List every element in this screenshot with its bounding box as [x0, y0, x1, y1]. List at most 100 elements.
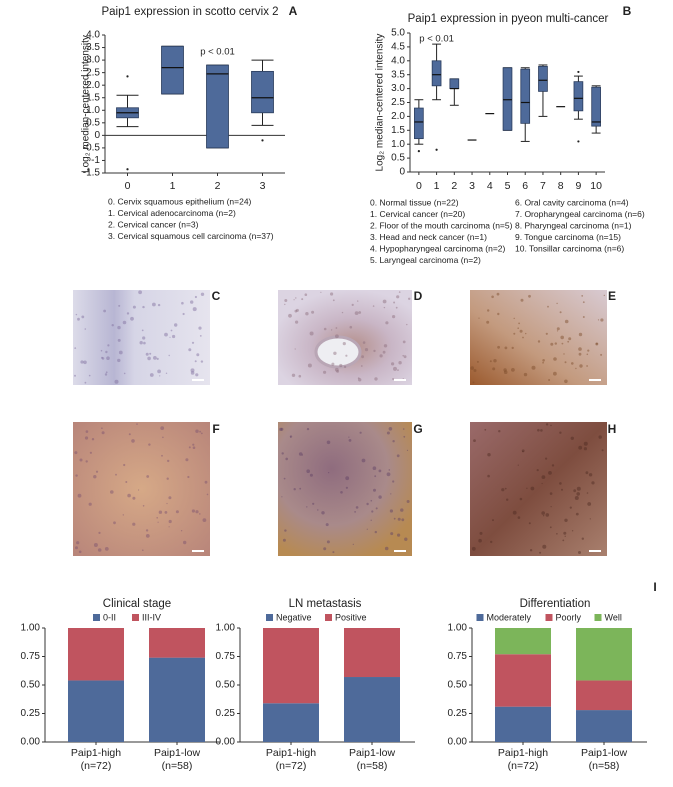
box: [502, 67, 513, 131]
texture: [118, 350, 123, 355]
texture: [392, 378, 395, 380]
panel-label: C: [212, 289, 221, 303]
texture: [93, 543, 98, 547]
x-tick-label: 2: [451, 180, 457, 192]
texture: [574, 496, 579, 500]
texture: [522, 336, 524, 339]
texture: [145, 529, 149, 532]
texture: [113, 521, 116, 525]
texture: [334, 367, 339, 372]
x-tick-note: (n=72): [81, 760, 112, 772]
legend-item: 1. Cervical adenocarcinoma (n=2): [108, 208, 236, 218]
texture: [132, 496, 136, 500]
texture: [519, 497, 523, 501]
texture: [503, 370, 508, 375]
texture: [588, 473, 593, 477]
texture: [521, 449, 525, 453]
texture: [164, 332, 168, 337]
panel-label: F: [212, 422, 219, 436]
texture: [520, 298, 524, 302]
texture: [351, 303, 354, 306]
texture: [523, 372, 528, 377]
texture: [312, 502, 315, 505]
texture: [478, 538, 482, 543]
y-tick-label: 3.0: [86, 55, 100, 66]
texture: [295, 297, 297, 299]
texture: [550, 506, 552, 508]
texture: [123, 463, 126, 467]
texture: [398, 361, 402, 365]
legend-item: 8. Pharyngeal carcinoma (n=1): [515, 220, 632, 230]
texture: [358, 311, 362, 314]
texture: [185, 458, 189, 462]
texture: [349, 325, 353, 329]
texture: [378, 495, 382, 499]
texture: [281, 452, 284, 455]
texture: [339, 363, 343, 368]
legend-item: 0. Cervix squamous epithelium (n=24): [108, 196, 252, 206]
legend-swatch: [594, 614, 602, 621]
texture: [400, 508, 404, 512]
x-tick-label: Paip1-high: [266, 747, 316, 759]
texture: [306, 469, 311, 474]
gland: [314, 335, 362, 369]
texture: [122, 514, 125, 516]
texture: [191, 509, 195, 513]
y-tick-label: 0.50: [448, 680, 468, 691]
texture: [386, 472, 391, 477]
texture: [476, 360, 479, 363]
texture: [389, 509, 393, 513]
texture: [583, 441, 588, 446]
texture: [564, 518, 568, 522]
texture: [348, 436, 350, 438]
legend-item: 1. Cervical cancer (n=20): [370, 209, 465, 219]
texture: [105, 371, 108, 374]
texture: [132, 305, 136, 309]
texture: [157, 521, 159, 523]
texture: [402, 354, 405, 357]
y-tick-label: 1.5: [391, 125, 405, 136]
texture: [326, 440, 331, 445]
micrograph: [470, 290, 607, 385]
box-plot: Paip1 expression in scotto cervix 2 A Log₂…: [81, 4, 298, 241]
texture: [101, 357, 105, 360]
texture: [199, 430, 202, 433]
texture: [285, 457, 289, 461]
texture: [161, 454, 163, 457]
texture: [478, 317, 480, 319]
texture: [581, 537, 584, 540]
texture: [190, 368, 195, 373]
texture: [562, 539, 565, 542]
legend-item: 2. Floor of the mouth carcinoma (n=5): [370, 220, 513, 230]
texture: [545, 423, 549, 426]
texture: [529, 549, 533, 552]
texture: [199, 335, 202, 337]
texture: [589, 518, 591, 520]
texture: [571, 530, 574, 532]
texture: [192, 307, 197, 312]
texture: [165, 372, 168, 374]
panel-label: G: [413, 422, 422, 436]
texture: [402, 428, 405, 430]
texture: [290, 436, 292, 438]
texture: [372, 305, 375, 307]
texture: [106, 356, 110, 361]
texture: [142, 505, 145, 507]
outlier: [577, 70, 580, 74]
legend-label: III-IV: [142, 612, 161, 622]
texture: [293, 299, 295, 301]
box: [591, 86, 601, 127]
texture: [493, 359, 497, 363]
texture: [152, 302, 156, 307]
texture: [333, 351, 337, 355]
texture: [342, 342, 346, 346]
legend-item: 0. Normal tissue (n=22): [370, 197, 459, 207]
chart-title: Differentiation: [520, 598, 591, 610]
x-tick-label: Paip1-low: [154, 747, 201, 759]
texture: [382, 299, 387, 304]
texture: [595, 342, 599, 346]
texture: [111, 324, 114, 327]
texture: [553, 357, 557, 361]
texture: [195, 429, 199, 433]
texture: [114, 379, 119, 384]
